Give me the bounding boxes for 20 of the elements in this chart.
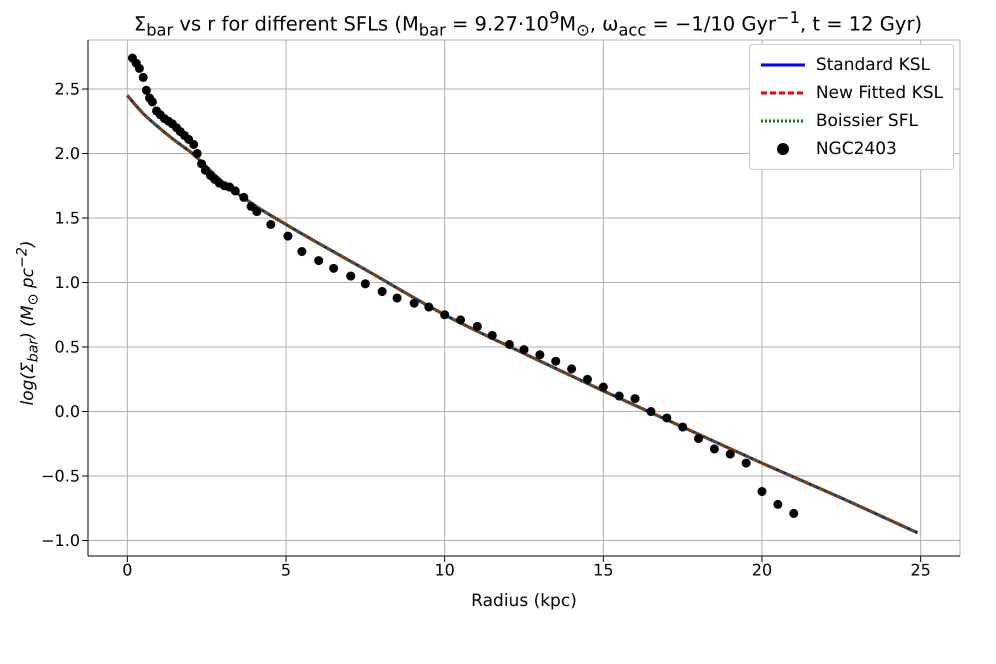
x-tick-label: 25 (910, 560, 931, 580)
y-tick-label: 0.0 (54, 402, 80, 422)
y-tick-label: −0.5 (41, 466, 80, 486)
x-tick-label: 0 (122, 560, 132, 580)
y-tick-label: 1.5 (54, 208, 80, 228)
chart-title: Σ$_{bar}$ vs r for different SFLs (M$_{bar}$ = 9.27·10$^{9}$M$_{⊙}$, ω$_{acc}$ = −1/10 Gyr$^{−1}$, t = 12 Gyr) (134, 8, 922, 40)
y-tick-label: 2.0 (54, 144, 80, 164)
y-tick-label: 1.0 (54, 273, 80, 292)
y-tick-label: −1.0 (41, 531, 80, 550)
x-tick-label: 5 (280, 560, 292, 580)
legend-label: New Fitted KSL (816, 83, 943, 103)
x-axis-title: Radius (kpc) (471, 591, 577, 611)
x-tick-label: 10 (434, 560, 455, 580)
y-tick-label: 2.5 (54, 80, 80, 99)
y-tick-label: 0.5 (54, 338, 80, 357)
x-tick-label: 20 (752, 560, 772, 580)
x-tick-label: 15 (593, 560, 614, 580)
legend-label: NGC2403 (816, 139, 897, 159)
legend-label: Standard KSL (816, 55, 930, 75)
legend-label: Boissier SFL (816, 111, 918, 131)
